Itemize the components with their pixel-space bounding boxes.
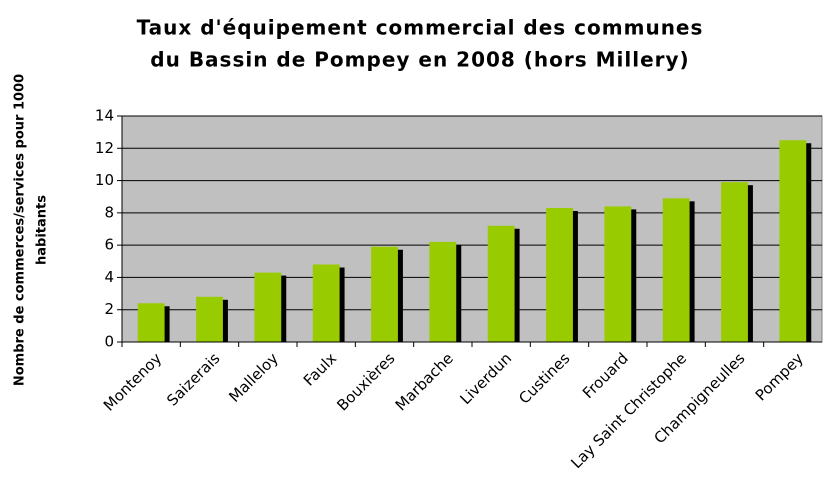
chart-title: du Bassin de Pompey en 2008 (hors Miller… (150, 48, 689, 72)
bar (546, 208, 573, 342)
plot-area (121, 115, 823, 343)
y-tick-label: 2 (104, 300, 114, 318)
y-axis-label: habitants (35, 195, 50, 265)
x-tick-label: Lay Saint Christophe (567, 349, 690, 472)
x-tick-label: Custines (515, 349, 573, 407)
x-tick-label: Faulx (300, 349, 340, 389)
x-tick-label: Marbache (392, 349, 457, 414)
x-tick-label: Frouard (579, 349, 632, 402)
y-tick-label: 14 (95, 107, 114, 125)
bar (779, 140, 807, 342)
y-tick-label: 6 (104, 236, 114, 254)
y-tick-label: 8 (104, 203, 114, 221)
bar (662, 198, 690, 342)
bar (254, 272, 282, 342)
y-tick-label: 4 (104, 268, 114, 286)
y-tick-label: 10 (95, 171, 114, 189)
bar (429, 241, 457, 342)
bar (196, 296, 223, 342)
x-tick-label: Pompey (752, 349, 807, 404)
x-tick-label: Montenoy (100, 349, 165, 414)
bar (371, 246, 398, 342)
chart-title: Taux d'équipement commercial des commune… (137, 16, 704, 40)
bar (137, 303, 165, 342)
bar (604, 206, 632, 342)
bar (721, 182, 748, 342)
x-tick-label: Bouxières (333, 349, 398, 414)
x-tick-label: Malleloy (225, 349, 282, 406)
y-tick-label: 0 (104, 333, 114, 351)
y-tick-label: 12 (95, 139, 114, 157)
bar (312, 264, 340, 342)
x-tick-label: Saizerais (163, 349, 223, 409)
x-tick-label: Liverdun (456, 349, 515, 408)
bar (487, 225, 515, 342)
y-axis-label: Nombre de commerces/services pour 1000 (13, 74, 28, 386)
